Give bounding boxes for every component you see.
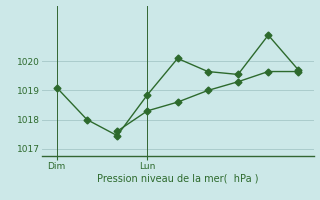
X-axis label: Pression niveau de la mer(  hPa ): Pression niveau de la mer( hPa ) bbox=[97, 173, 258, 183]
